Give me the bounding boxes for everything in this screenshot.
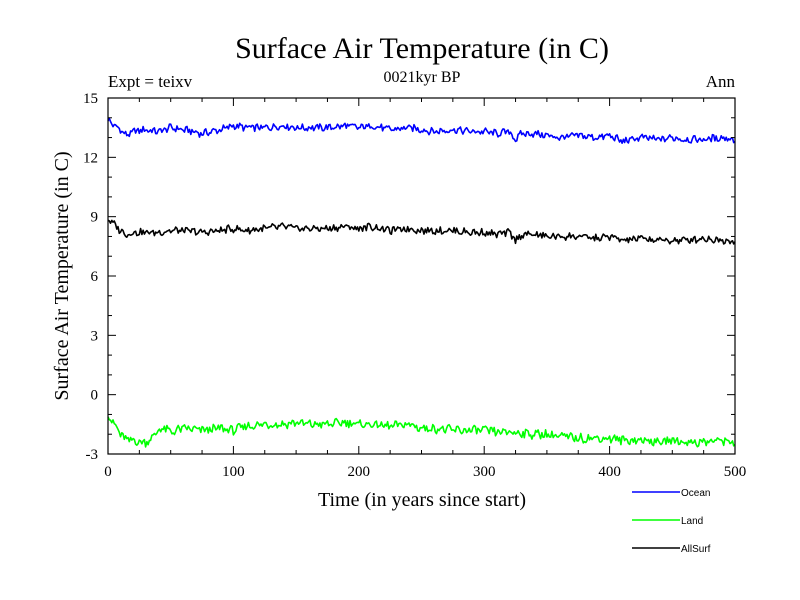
y-tick-label: 6	[91, 269, 99, 285]
chart-subtitle: 0021kyr BP	[384, 69, 461, 86]
x-tick-label: 100	[222, 464, 245, 480]
experiment-label: Expt = teixv	[108, 72, 193, 91]
legend-label-allsurf: AllSurf	[681, 544, 711, 555]
season-label: Ann	[706, 72, 736, 91]
axis-ticks: 0 100 200 300 400 500 -3 0 3 6 9 12 15	[83, 91, 746, 480]
x-tick-label: 0	[104, 464, 112, 480]
series-line-allsurf	[107, 219, 736, 245]
y-tick-label: 12	[83, 150, 98, 166]
legend-label-ocean: Ocean	[681, 488, 710, 499]
series-line-land	[107, 416, 736, 448]
y-tick-label: 3	[91, 328, 99, 344]
y-tick-label: -3	[86, 447, 99, 463]
legend-label-land: Land	[681, 516, 703, 527]
plot-lines	[107, 117, 736, 448]
plot-frame	[107, 97, 736, 455]
x-axis-label: Time (in years since start)	[318, 489, 526, 511]
x-tick-label: 400	[598, 464, 621, 480]
series-line-ocean	[107, 117, 736, 144]
x-tick-label: 300	[473, 464, 496, 480]
legend: Ocean Land AllSurf	[632, 488, 711, 555]
chart-title: Surface Air Temperature (in C)	[235, 32, 609, 65]
y-tick-label: 0	[91, 388, 99, 404]
x-tick-label: 500	[724, 464, 747, 480]
y-tick-label: 15	[83, 91, 98, 107]
y-axis-label: Surface Air Temperature (in C)	[51, 151, 73, 400]
x-tick-label: 200	[348, 464, 371, 480]
y-tick-label: 9	[91, 210, 99, 226]
